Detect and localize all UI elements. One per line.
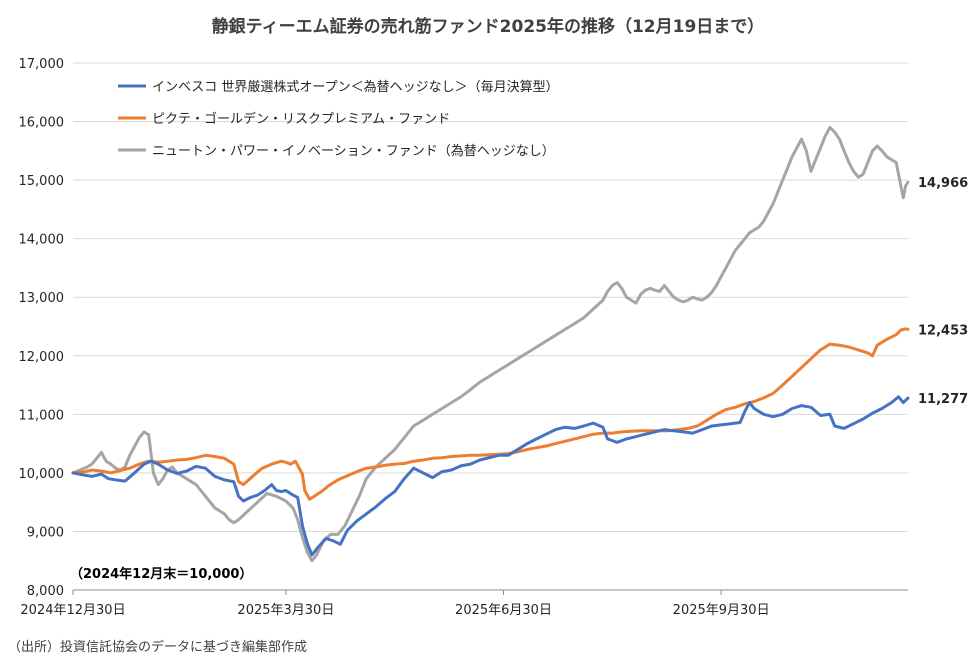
x-axis-ticks: 2024年12月30日 2025年3月30日 2025年6月30日 2025年9月30…	[20, 590, 770, 618]
x-tick-label: 2025年3月30日	[237, 603, 334, 618]
y-tick-label: 16,000	[19, 116, 65, 131]
legend-label-newton: ニュートン・パワー・イノベーション・ファンド（為替ヘッジなし）	[152, 143, 555, 159]
series-lines	[71, 125, 910, 563]
y-tick-label: 9,000	[27, 525, 64, 540]
y-tick-label: 8,000	[27, 584, 64, 599]
legend: インベスコ 世界厳選株式オープン＜為替ヘッジなし＞（毎月決算型） ピクテ・ゴール…	[118, 79, 559, 159]
series-line-invesco	[71, 395, 910, 557]
legend-label-invesco: インベスコ 世界厳選株式オープン＜為替ヘッジなし＞（毎月決算型）	[152, 79, 559, 95]
chart-title: 静銀ティーエム証券の売れ筋ファンド2025年の推移（12月19日まで）	[212, 16, 765, 37]
y-tick-label: 10,000	[19, 467, 65, 482]
source-note: （出所）投資信託協会のデータに基づき編集部作成	[8, 639, 307, 655]
y-tick-label: 14,000	[19, 233, 65, 248]
x-tick-label: 2025年6月30日	[455, 603, 552, 618]
y-axis-tick-labels: 8,000 9,000 10,000 11,000 12,000 13,000 14,000…	[19, 57, 65, 599]
series-line-newton	[71, 125, 910, 563]
end-label-newton: 14,966	[918, 176, 968, 191]
y-tick-label: 13,000	[19, 291, 65, 306]
y-tick-label: 17,000	[19, 57, 65, 72]
base-note: （2024年12月末＝10,000）	[70, 566, 252, 582]
gridlines	[73, 62, 908, 591]
series-line-pictet	[71, 327, 910, 501]
x-tick-label: 2024年12月30日	[20, 603, 125, 618]
end-label-pictet: 12,453	[918, 323, 968, 338]
series-end-labels: 14,966 12,453 11,277	[918, 176, 968, 407]
x-tick-label: 2025年9月30日	[673, 603, 770, 618]
y-tick-label: 11,000	[19, 408, 65, 423]
end-label-invesco: 11,277	[918, 392, 968, 407]
y-tick-label: 12,000	[19, 350, 65, 365]
legend-label-pictet: ピクテ・ゴールデン・リスクプレミアム・ファンド	[152, 111, 450, 127]
y-tick-label: 15,000	[19, 174, 65, 189]
